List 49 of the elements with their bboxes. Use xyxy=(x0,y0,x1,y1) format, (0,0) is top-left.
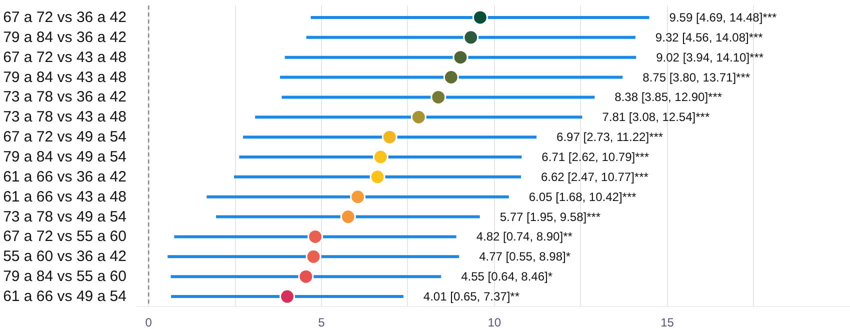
point xyxy=(443,70,459,85)
y-tick-label: 61 a 66 vs 43 a 48 xyxy=(3,188,127,206)
point xyxy=(430,89,446,105)
point xyxy=(370,169,386,185)
x-tick-label: 0 xyxy=(145,316,152,329)
point xyxy=(280,288,296,304)
point xyxy=(306,248,322,264)
annotation: 9.59 [4.69, 14.48]*** xyxy=(669,10,778,24)
y-tick-label: 67 a 72 vs 36 a 42 xyxy=(3,8,127,26)
annotation: 6.62 [2.47, 10.77]*** xyxy=(540,170,649,184)
y-tick-label: 61 a 66 vs 36 a 42 xyxy=(3,168,127,186)
point xyxy=(410,109,426,125)
y-tick-label: 79 a 84 vs 36 a 42 xyxy=(3,28,127,46)
annotation: 5.77 [1.95, 9.58]*** xyxy=(500,210,601,224)
y-tick-label: 79 a 84 vs 43 a 48 xyxy=(3,68,127,86)
x-tick-label: 5 xyxy=(318,316,326,329)
annotation: 8.38 [3.85, 12.90]*** xyxy=(614,90,722,104)
annotation: 6.97 [2.73, 11.22]*** xyxy=(556,130,664,144)
x-tick-label: 15 xyxy=(660,316,674,329)
annotation: 4.82 [0.74, 8.90]** xyxy=(476,230,573,244)
y-tick-label: 73 a 78 vs 49 a 54 xyxy=(3,208,127,226)
y-tick-label: 73 a 78 vs 43 a 48 xyxy=(3,108,127,126)
point xyxy=(350,189,366,205)
y-tick-label: 73 a 78 vs 36 a 42 xyxy=(3,88,127,106)
annotation: 4.77 [0.55, 8.98]* xyxy=(479,250,571,264)
y-tick-label: 67 a 72 vs 55 a 60 xyxy=(3,228,127,246)
point xyxy=(340,209,356,225)
annotation: 4.55 [0.64, 8.46]* xyxy=(461,270,553,284)
y-tick-label: 67 a 72 vs 43 a 48 xyxy=(3,48,127,66)
y-tick-label: 55 a 60 vs 36 a 42 xyxy=(3,248,127,266)
point xyxy=(382,129,398,145)
point xyxy=(372,149,388,165)
annotation: 9.32 [4.56, 14.08]*** xyxy=(655,30,764,44)
y-tick-label: 61 a 66 vs 49 a 54 xyxy=(3,288,127,306)
x-tick-label: 10 xyxy=(488,316,502,329)
annotation: 4.01 [0.65, 7.37]** xyxy=(423,290,520,304)
y-tick-label: 67 a 72 vs 49 a 54 xyxy=(3,128,127,146)
point xyxy=(452,50,468,66)
annotation: 6.71 [2.62, 10.79]*** xyxy=(542,150,650,164)
annotation: 6.05 [1.68, 10.42]*** xyxy=(528,190,637,204)
point xyxy=(463,30,479,46)
y-tick-label: 79 a 84 vs 55 a 60 xyxy=(3,268,127,286)
annotation: 8.75 [3.80, 13.71]*** xyxy=(642,70,750,84)
point xyxy=(308,228,324,244)
point xyxy=(298,268,314,284)
annotation: 7.81 [3.08, 12.54]*** xyxy=(602,110,710,124)
annotation: 9.02 [3.94, 14.10]*** xyxy=(656,50,764,64)
y-tick-label: 79 a 84 vs 49 a 54 xyxy=(3,148,127,166)
point xyxy=(472,10,488,26)
